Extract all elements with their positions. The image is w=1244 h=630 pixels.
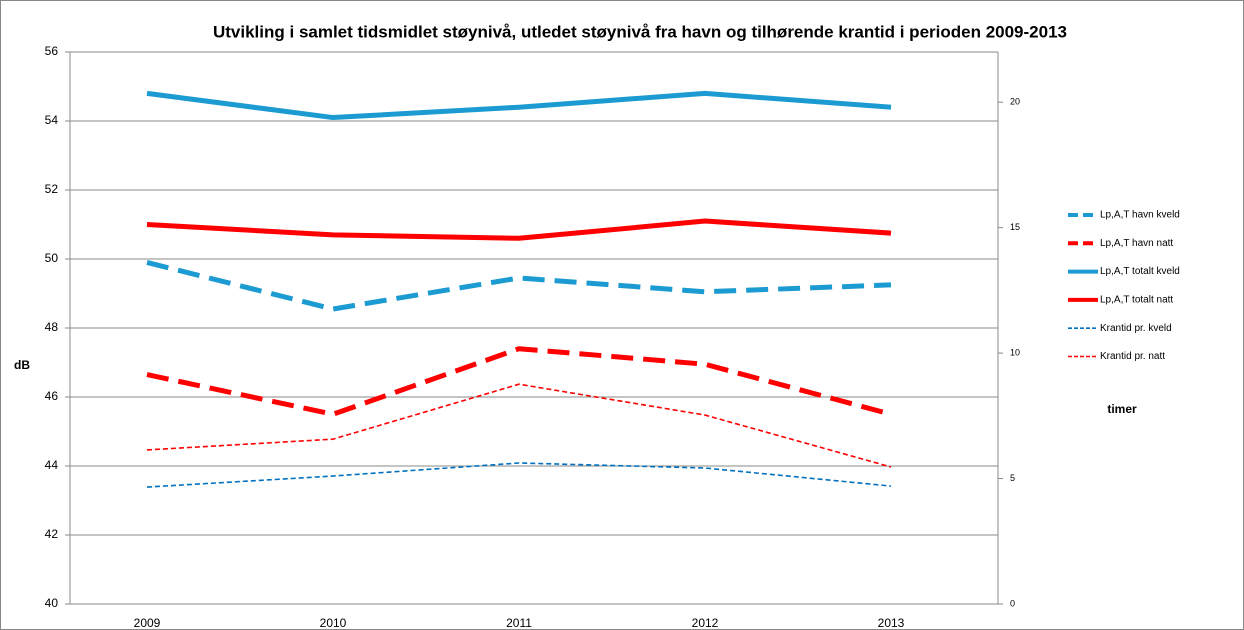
series-line — [146, 383, 892, 468]
x-tick-label: 2009 — [134, 616, 161, 630]
x-tick-label: 2011 — [506, 616, 532, 630]
legend-label: Lp,A,T totalt kveld — [1100, 266, 1180, 277]
x-tick-label: 2010 — [320, 616, 347, 630]
series-line — [146, 90, 892, 121]
y-tick-label: 50 — [45, 251, 59, 265]
y2-axis-label: timer — [1107, 402, 1137, 416]
legend-label: Lp,A,T havn kveld — [1100, 210, 1180, 221]
chart-title: Utvikling i samlet tidsmidlet støynivå, … — [213, 22, 1067, 41]
y-tick-label: 44 — [45, 458, 59, 472]
y-tick-label: 42 — [45, 527, 59, 541]
y-tick-label: 40 — [45, 596, 59, 610]
legend-label: Krantid pr. kveld — [1100, 323, 1172, 334]
y-axis-label: dB — [14, 358, 30, 372]
series-line — [146, 462, 892, 488]
y-tick-label: 56 — [45, 44, 59, 58]
y2-tick-label: 15 — [1010, 222, 1020, 232]
y-tick-label: 54 — [45, 113, 59, 127]
x-tick-label: 2013 — [878, 616, 905, 630]
y2-tick-label: 0 — [1010, 598, 1015, 608]
legend-label: Lp,A,T havn natt — [1100, 238, 1173, 249]
y-tick-label: 52 — [45, 182, 59, 196]
x-tick-label: 2012 — [692, 616, 719, 630]
series-line — [146, 260, 892, 312]
y-tick-label: 48 — [45, 320, 59, 334]
y-tick-label: 46 — [45, 389, 59, 403]
legend-label: Krantid pr. natt — [1100, 351, 1165, 362]
series-line — [146, 346, 892, 417]
y2-tick-label: 5 — [1010, 473, 1015, 483]
y2-tick-label: 20 — [1010, 97, 1020, 107]
series-line — [146, 218, 892, 241]
y2-tick-label: 10 — [1010, 347, 1020, 357]
legend-label: Lp,A,T totalt natt — [1100, 295, 1173, 306]
